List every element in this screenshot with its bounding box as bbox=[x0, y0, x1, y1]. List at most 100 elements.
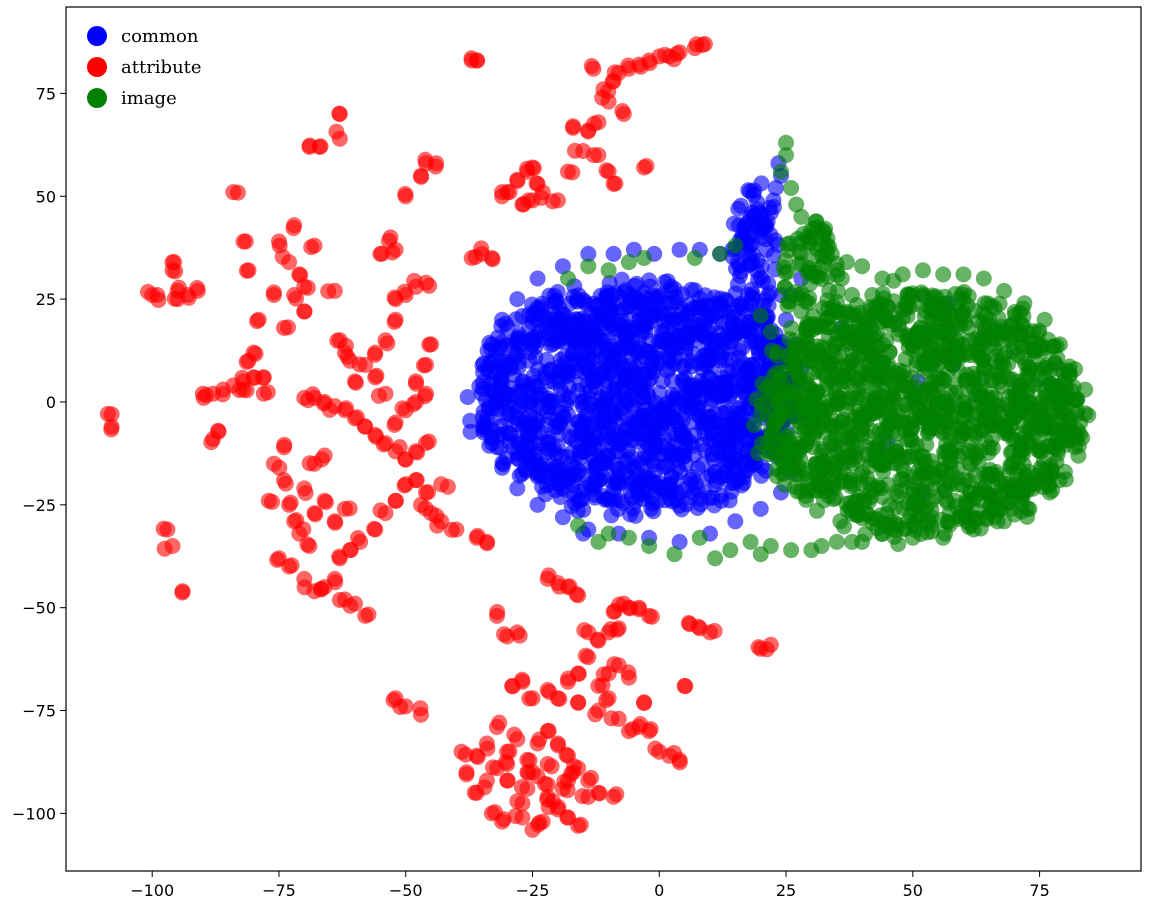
common-point bbox=[645, 347, 662, 364]
attribute-point bbox=[174, 584, 191, 601]
image-point bbox=[600, 262, 617, 279]
attribute-point bbox=[301, 455, 318, 472]
image-point bbox=[972, 443, 989, 460]
y-tick-label: 50 bbox=[36, 187, 56, 206]
common-point bbox=[556, 322, 573, 339]
common-point bbox=[759, 287, 776, 304]
image-point bbox=[931, 324, 948, 341]
common-point bbox=[529, 389, 546, 406]
attribute-point bbox=[576, 622, 593, 639]
image-point bbox=[991, 358, 1008, 375]
image-point bbox=[636, 250, 653, 266]
image-point bbox=[815, 222, 832, 239]
attribute-point bbox=[167, 263, 184, 280]
image-point bbox=[815, 300, 832, 316]
image-point bbox=[746, 417, 763, 434]
x-axis: −100 −75 −50 −25 0 25 50 75 bbox=[130, 871, 1050, 900]
common-point bbox=[561, 378, 578, 395]
attribute-point bbox=[304, 386, 321, 403]
common-point bbox=[575, 444, 592, 461]
attribute-point bbox=[476, 779, 493, 796]
attribute-point bbox=[103, 421, 120, 438]
common-point bbox=[730, 217, 747, 234]
attribute-point bbox=[417, 500, 434, 517]
common-point bbox=[730, 400, 747, 417]
common-point bbox=[537, 364, 554, 381]
attribute-point bbox=[373, 245, 390, 262]
attribute-point bbox=[234, 369, 251, 386]
image-point bbox=[1047, 439, 1064, 456]
attribute-point bbox=[642, 721, 659, 738]
image-point bbox=[1016, 295, 1033, 312]
image-point bbox=[820, 328, 837, 345]
common-point bbox=[629, 367, 646, 384]
image-point bbox=[620, 254, 637, 271]
image-point bbox=[864, 287, 881, 303]
image-point bbox=[816, 454, 833, 471]
image-point bbox=[877, 424, 894, 440]
attribute-point bbox=[299, 536, 316, 553]
image-point bbox=[838, 254, 855, 271]
attribute-point bbox=[706, 623, 723, 639]
attribute-point bbox=[636, 695, 653, 712]
image-point bbox=[783, 542, 800, 559]
common-point bbox=[675, 359, 692, 376]
attribute-point bbox=[491, 714, 508, 731]
common-point bbox=[721, 492, 738, 509]
image-point bbox=[905, 337, 922, 354]
attribute-point bbox=[443, 521, 460, 538]
image-point bbox=[801, 263, 818, 279]
attribute-point bbox=[417, 388, 433, 405]
image-point bbox=[881, 393, 898, 410]
image-point bbox=[824, 342, 841, 359]
attribute-point bbox=[758, 641, 775, 658]
image-point bbox=[789, 367, 806, 384]
common-point bbox=[529, 306, 546, 323]
common-point bbox=[680, 395, 697, 412]
attribute-point bbox=[677, 678, 694, 695]
image-point bbox=[979, 393, 996, 409]
image-point bbox=[707, 550, 724, 567]
common-point bbox=[753, 175, 770, 192]
image-point bbox=[951, 508, 968, 525]
image-point bbox=[788, 196, 805, 213]
image-point bbox=[783, 319, 800, 336]
attribute-point bbox=[521, 690, 538, 707]
common-point bbox=[678, 339, 694, 356]
image-point bbox=[773, 163, 789, 180]
common-point bbox=[510, 383, 527, 400]
common-point bbox=[592, 452, 609, 469]
image-point bbox=[814, 404, 831, 421]
common-point bbox=[644, 453, 661, 470]
image-point bbox=[961, 455, 978, 472]
image-point bbox=[904, 529, 921, 546]
attribute-point bbox=[671, 754, 688, 771]
legend-marker-common bbox=[87, 26, 107, 46]
attribute-point bbox=[368, 367, 385, 384]
attribute-point bbox=[585, 147, 602, 164]
common-point bbox=[721, 423, 737, 440]
image-point bbox=[858, 412, 875, 429]
common-point bbox=[639, 400, 656, 417]
common-point bbox=[554, 509, 571, 526]
image-point bbox=[620, 529, 637, 546]
attribute-point bbox=[341, 500, 358, 517]
common-point bbox=[605, 245, 622, 262]
common-point bbox=[711, 296, 728, 312]
image-point bbox=[943, 432, 959, 449]
common-point bbox=[760, 275, 777, 292]
common-point bbox=[625, 339, 642, 356]
image-point bbox=[974, 370, 991, 387]
common-point bbox=[567, 341, 584, 358]
image-point bbox=[915, 262, 931, 279]
common-point bbox=[637, 324, 654, 340]
attribute-point bbox=[264, 493, 280, 510]
attribute-point bbox=[421, 277, 438, 294]
common-point bbox=[740, 360, 757, 377]
image-point bbox=[942, 448, 959, 464]
image-point bbox=[580, 258, 597, 275]
attribute-point bbox=[620, 664, 637, 681]
attribute-point bbox=[586, 115, 603, 132]
attribute-point bbox=[520, 192, 537, 209]
attribute-point bbox=[379, 335, 396, 352]
